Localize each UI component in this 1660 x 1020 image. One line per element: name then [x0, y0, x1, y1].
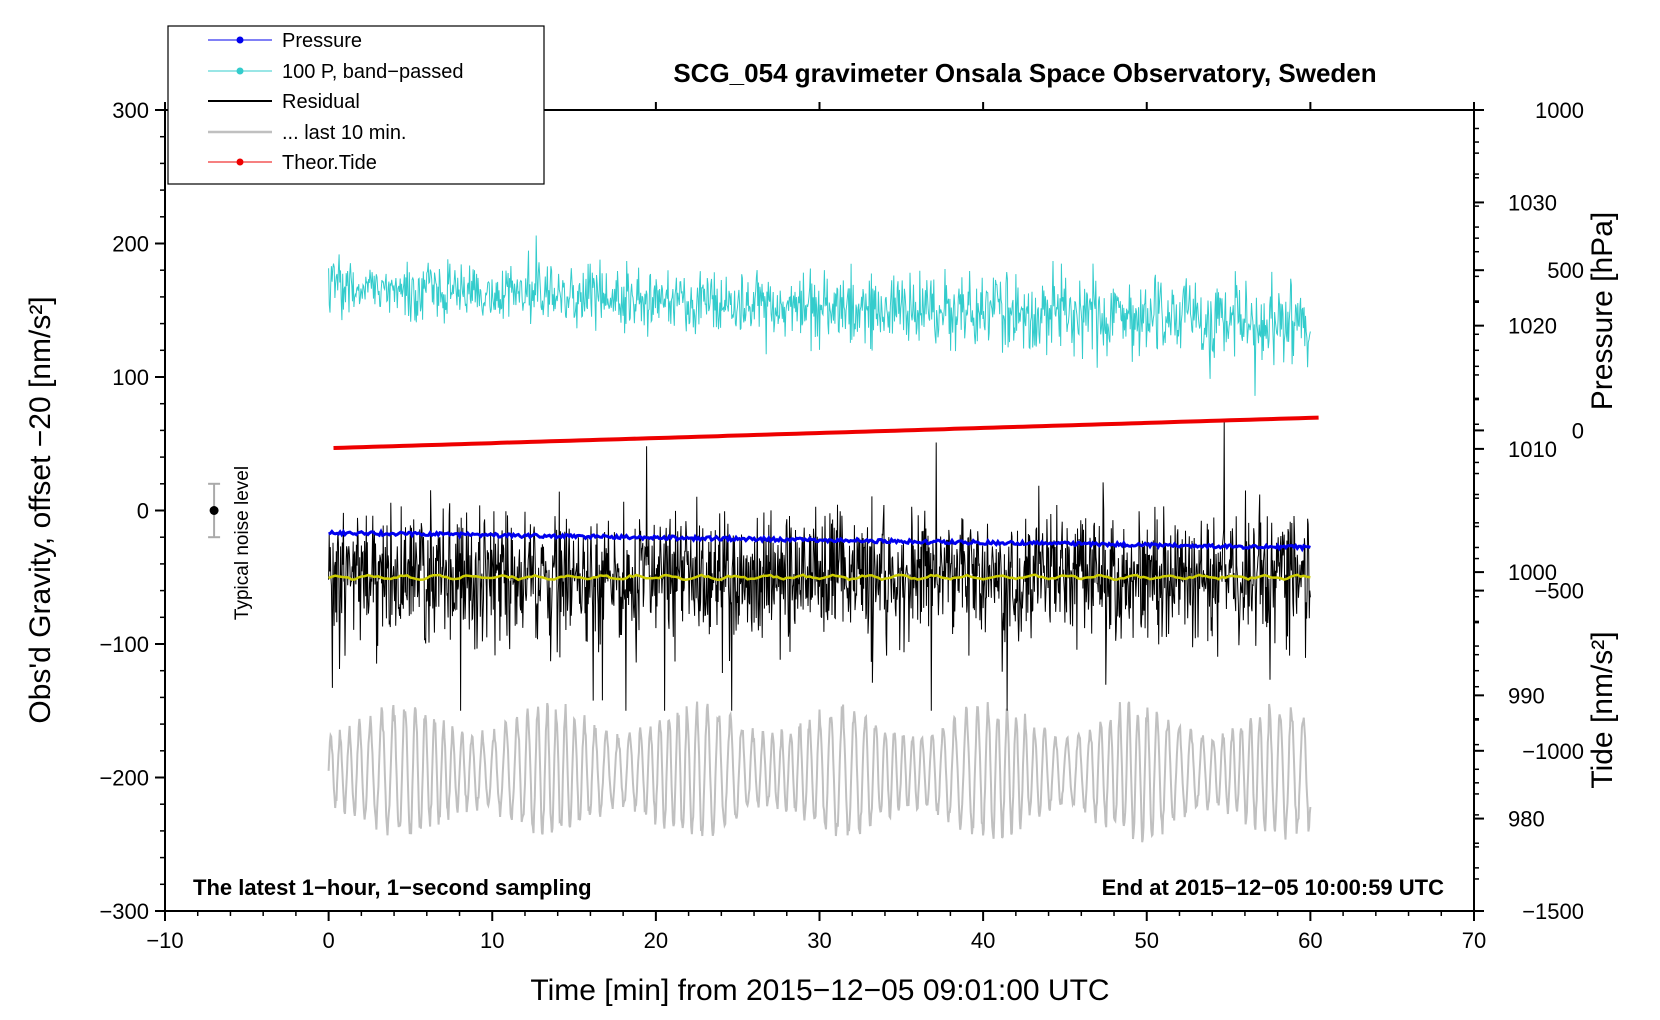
- x-tick-label: 40: [971, 928, 995, 953]
- tide-tick-label: 1000: [1535, 98, 1584, 123]
- x-tick-label: 0: [323, 928, 335, 953]
- x-tick-label: 60: [1298, 928, 1322, 953]
- left-y-axis: 300 200 100 0 −100 −200 −300: [99, 98, 165, 924]
- y-left-tick-label: 300: [112, 98, 149, 123]
- pressure-axis-title: Pressure [hPa]: [1586, 212, 1619, 410]
- tide-axis: 1000 500 0 −500 −1000 −1500: [1474, 98, 1584, 924]
- x-tick-label: 70: [1462, 928, 1486, 953]
- pressure-tick-label: 990: [1508, 683, 1545, 708]
- y-left-tick-label: −100: [99, 632, 149, 657]
- last-10-min-line: [327, 701, 1312, 843]
- y-left-tick-label: 0: [137, 499, 149, 524]
- smoothed-residual-line: [328, 573, 1311, 582]
- pressure-tick-label: 1030: [1508, 190, 1557, 215]
- legend-label-residual: Residual: [282, 91, 360, 113]
- x-tick-label: 30: [807, 928, 831, 953]
- legend-marker-pressure: [236, 36, 244, 44]
- y-left-tick-label: −300: [99, 899, 149, 924]
- noise-level-dot: [209, 506, 219, 515]
- noise-level-indicator: Typical noise level: [208, 466, 253, 620]
- legend-label-theor-tide: Theor.Tide: [282, 152, 377, 174]
- tide-tick-label: −1500: [1522, 899, 1584, 924]
- legend-box: [167, 25, 545, 185]
- residual-line: [328, 419, 1311, 711]
- tide-tick-label: 500: [1547, 258, 1584, 283]
- tide-tick-label: 0: [1572, 418, 1584, 443]
- tide-tick-label: −1000: [1522, 739, 1584, 764]
- bottom-left-note: The latest 1−hour, 1−second sampling: [193, 875, 592, 900]
- x-tick-label: 10: [480, 928, 504, 953]
- pressure-tick-label: 980: [1508, 807, 1545, 832]
- chart-title: SCG_054 gravimeter Onsala Space Observat…: [673, 58, 1376, 88]
- legend-item-last-10-min: ... last 10 min.: [208, 122, 407, 144]
- legend-marker-band-passed: [236, 67, 244, 75]
- pressure-tick-label: 1010: [1508, 437, 1557, 462]
- legend-label-last-10-min: ... last 10 min.: [282, 122, 407, 144]
- legend-label-pressure: Pressure: [282, 30, 362, 52]
- series-layer: [327, 235, 1319, 843]
- y-left-tick-label: 100: [112, 365, 149, 390]
- legend-item-theor-tide: Theor.Tide: [208, 152, 377, 174]
- pressure-tick-label: 1020: [1508, 314, 1557, 339]
- pressure-axis: 1030 1020 1010 1000 990 980: [1474, 127, 1557, 869]
- x-tick-label: −10: [146, 928, 183, 953]
- y-left-tick-label: −200: [99, 766, 149, 791]
- bottom-right-note: End at 2015−12−05 10:00:59 UTC: [1102, 875, 1445, 900]
- noise-level-label: Typical noise level: [232, 466, 253, 620]
- legend-item-residual: Residual: [208, 91, 360, 113]
- tide-tick-label: −500: [1534, 579, 1584, 604]
- legend: Pressure 100 P, band−passed Residual ...…: [167, 25, 545, 185]
- tide-axis-title: Tide [nm/s²]: [1586, 631, 1619, 788]
- x-axis-title: Time [min] from 2015−12−05 09:01:00 UTC: [530, 974, 1109, 1007]
- legend-label-band-passed: 100 P, band−passed: [282, 61, 463, 83]
- x-tick-label: 20: [644, 928, 668, 953]
- pressure-tick-label: 1000: [1508, 560, 1557, 585]
- left-y-axis-title: Obs'd Gravity, offset −20 [nm/s²]: [24, 296, 57, 723]
- legend-marker-theor-tide: [236, 158, 244, 166]
- y-left-tick-label: 200: [112, 232, 149, 257]
- x-tick-label: 50: [1135, 928, 1159, 953]
- legend-item-band-passed: 100 P, band−passed: [208, 61, 463, 83]
- pressure-line: [328, 528, 1311, 553]
- band-passed-pressure-line: [328, 235, 1311, 396]
- legend-item-pressure: Pressure: [208, 30, 362, 52]
- theoretical-tide-line: [333, 415, 1319, 450]
